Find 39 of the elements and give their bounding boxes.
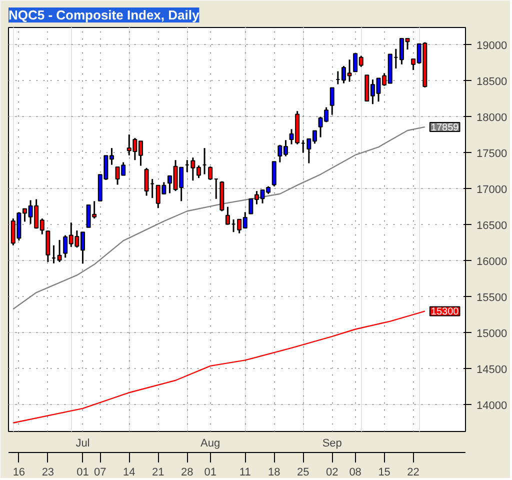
x-tick-label: 14 <box>123 466 136 478</box>
y-tick-label: 14500 <box>476 364 508 376</box>
x-tick-label: 02 <box>326 466 338 478</box>
x-tick-label: 07 <box>94 466 106 478</box>
x-tick-label: 23 <box>42 466 54 478</box>
y-tick-label: 16000 <box>476 256 508 268</box>
x-tick-label: 16 <box>12 466 26 478</box>
candlestick <box>57 239 62 263</box>
candlestick <box>225 206 230 226</box>
x-tick-label: 11 <box>239 466 251 478</box>
line-series <box>12 310 426 424</box>
x-tick-label: 01 <box>204 466 216 478</box>
candlestick <box>208 166 213 181</box>
y-tick-label: 15000 <box>476 328 508 340</box>
data-label: 17859 <box>430 122 460 134</box>
x-tick-label: 21 <box>152 466 164 478</box>
candlestick <box>272 160 276 188</box>
data-label: 15300 <box>430 306 460 318</box>
x-tick-label: 28 <box>181 466 194 478</box>
x-tick-label: 01 <box>76 466 89 478</box>
x-tick-label: 15 <box>378 466 390 478</box>
y-tick-label: 19000 <box>476 40 508 52</box>
x-tick-label: 18 <box>268 466 280 478</box>
y-tick-label: 17500 <box>476 148 508 160</box>
y-tick-label: 16500 <box>476 220 508 232</box>
y-tick-label: 17000 <box>476 184 508 196</box>
y-tick-label: 15500 <box>476 292 508 304</box>
text: Aug <box>200 438 220 450</box>
text: Jul <box>76 438 90 450</box>
y-tick-label: 18000 <box>476 112 508 124</box>
candlestick <box>46 230 50 263</box>
x-tick-label: 08 <box>349 466 362 478</box>
text: Sep <box>322 438 342 450</box>
y-tick-label: 14000 <box>476 400 508 412</box>
x-tick-label: 25 <box>296 466 310 478</box>
candlestick <box>330 86 334 116</box>
y-tick-label: 18500 <box>476 76 508 88</box>
x-tick-label: 22 <box>407 466 420 478</box>
chart-title: NQC5 - Composite Index, Daily <box>8 8 200 22</box>
